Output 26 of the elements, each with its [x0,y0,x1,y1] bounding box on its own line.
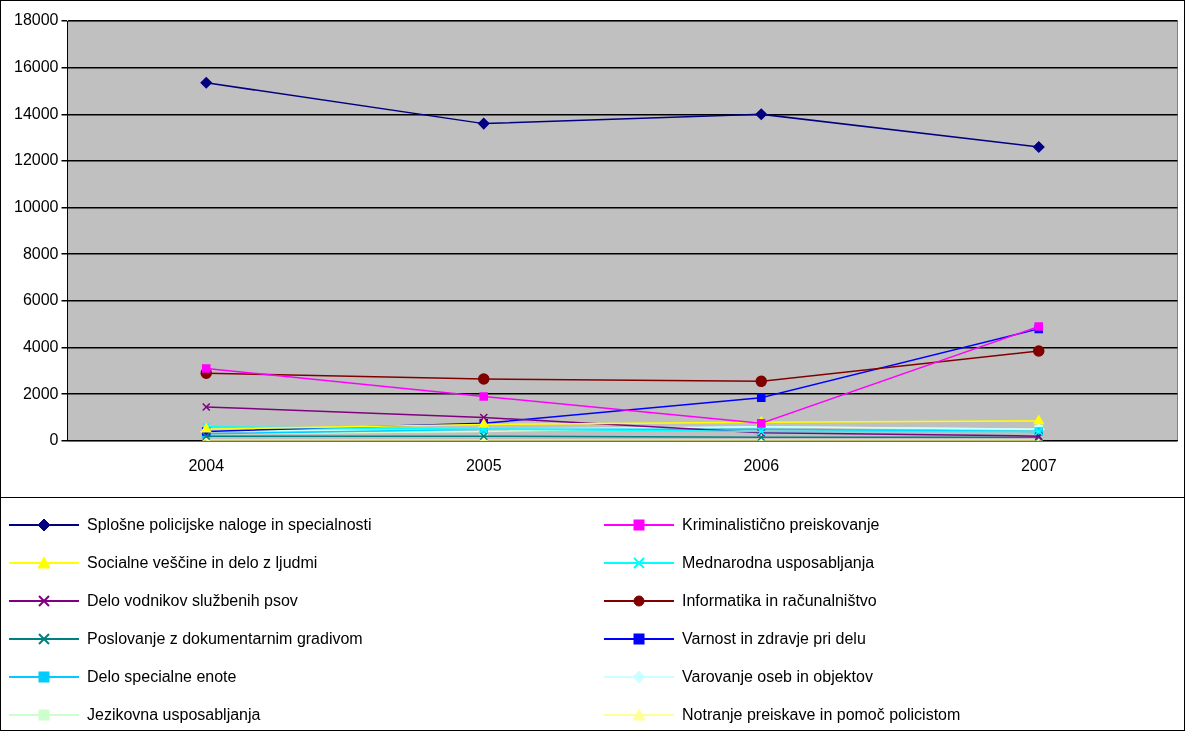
y-tick-label: 4000 [22,337,59,355]
legend-label: Delo specialne enote [87,668,237,686]
legend-label: Poslovanje z dokumentarnim gradivom [87,630,363,648]
legend-label: Mednarodna usposabljanja [682,554,875,572]
y-tick-label: 16000 [13,58,59,76]
legend-label: Delo vodnikov službenih psov [87,592,298,610]
legend-label: Jezikovna usposabljanja [87,706,261,724]
legend-label: Kriminalistično preiskovanje [682,516,880,534]
y-tick-label: 2000 [22,384,59,402]
x-tick-label: 2005 [465,456,502,474]
y-tick-label: 18000 [13,11,59,29]
legend-label: Varnost in zdravje pri delu [682,630,866,648]
legend-label: Informatika in računalništvo [682,592,877,610]
legend-label: Varovanje oseb in objektov [682,668,873,686]
legend-label: Splošne policijske naloge in specialnosti [87,516,372,534]
legend-label: Socialne veščine in delo z ljudmi [87,554,318,572]
x-tick-label: 2006 [743,456,780,474]
y-tick-label: 6000 [22,291,59,309]
legend-label: Notranje preiskave in pomoč policistom [682,706,961,724]
y-tick-label: 10000 [13,197,59,215]
y-tick-label: 14000 [13,104,59,122]
x-tick-label: 2007 [1020,456,1057,474]
y-tick-label: 8000 [22,244,59,262]
x-tick-label: 2004 [188,456,225,474]
y-tick-label: 0 [49,431,59,449]
y-tick-label: 12000 [13,151,59,169]
